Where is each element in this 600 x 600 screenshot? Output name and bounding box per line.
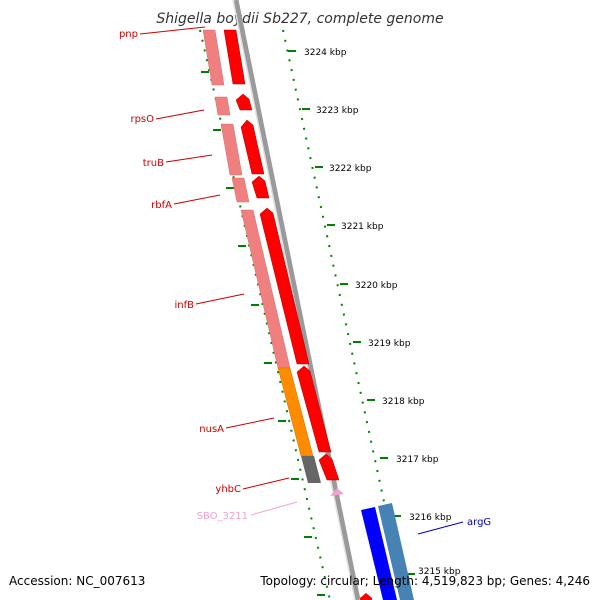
gene-label-argg[interactable]: argG xyxy=(467,517,491,528)
cds-next-red xyxy=(360,593,372,600)
cds-red-band xyxy=(223,29,340,481)
backbone-outer xyxy=(233,0,361,600)
gene-label-rpso[interactable]: rpsO xyxy=(130,114,154,125)
tick-label: 3221 kbp xyxy=(341,222,384,232)
tick-label: 3216 kbp xyxy=(409,513,452,523)
tick-label: 3220 kbp xyxy=(355,281,398,291)
cds-argG-dark xyxy=(361,507,397,600)
gene-label-trub[interactable]: truB xyxy=(143,158,164,169)
topology-text: Topology: circular; Length: 4,519,823 bp… xyxy=(260,574,590,588)
gene-labels: pnp rpsO truB rbfA infB nusA yhbC SBO_32… xyxy=(119,29,491,528)
map-title: Shigella boydii Sb227, complete genome xyxy=(156,11,443,27)
guide-track-outer xyxy=(282,29,406,600)
leader-lines xyxy=(139,26,464,535)
gene-label-pnp[interactable]: pnp xyxy=(119,29,138,40)
tick-label: 3223 kbp xyxy=(316,106,359,116)
gene-label-rbfa[interactable]: rbfA xyxy=(151,200,172,211)
tick-label: 3215 kbp xyxy=(418,567,461,577)
gene-label-nusa[interactable]: nusA xyxy=(199,424,224,435)
gene-label-sbo3211[interactable]: SBO_3211 xyxy=(197,511,248,522)
cds-sbo3211-arrow xyxy=(330,488,344,496)
accession-text: Accession: NC_007613 xyxy=(9,574,146,588)
backbone-inner xyxy=(232,0,356,600)
tick-label: 3218 kbp xyxy=(382,397,425,407)
tick-label: 3217 kbp xyxy=(396,455,439,465)
gene-label-yhbc[interactable]: yhbC xyxy=(215,484,241,495)
cds-argG-light xyxy=(378,503,414,600)
inner-ticks xyxy=(201,71,325,596)
gene-label-infb[interactable]: infB xyxy=(175,300,195,311)
tick-label: 3224 kbp xyxy=(304,48,347,58)
ruler-labels: 3224 kbp 3223 kbp 3222 kbp 3221 kbp 3220… xyxy=(304,48,461,577)
tick-label: 3222 kbp xyxy=(329,164,372,174)
cds-gray-segment xyxy=(301,456,321,483)
ruler-ticks xyxy=(288,50,415,575)
tick-label: 3219 kbp xyxy=(368,339,411,349)
cds-light-band xyxy=(202,29,291,369)
